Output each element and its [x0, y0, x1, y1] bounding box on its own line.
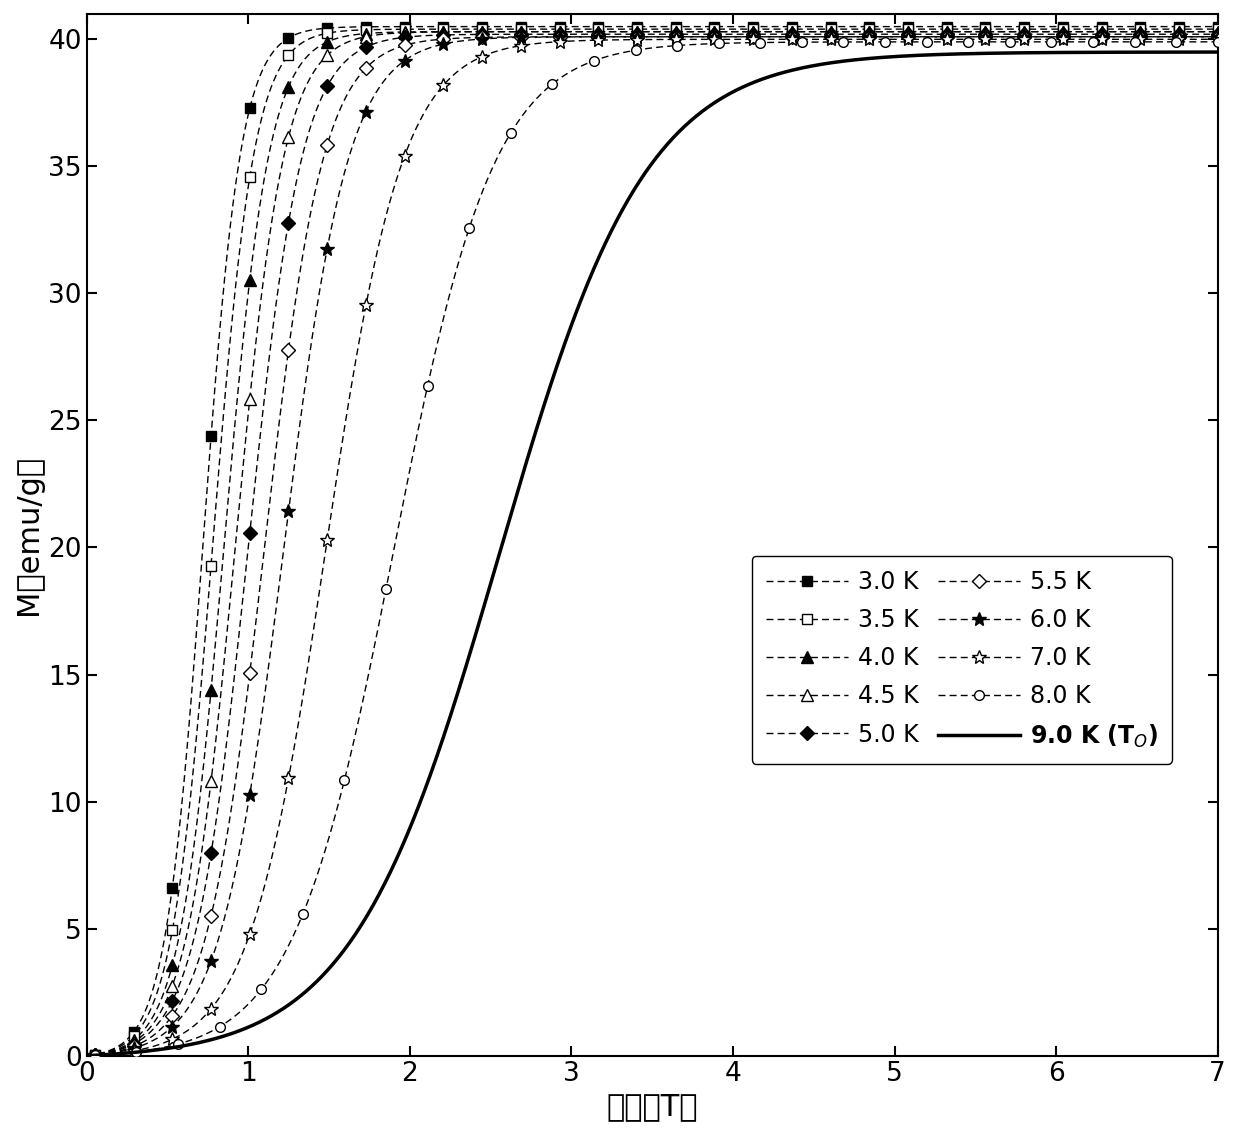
Y-axis label: M（emu/g）: M（emu/g）	[14, 455, 43, 615]
X-axis label: 磁场（T）: 磁场（T）	[606, 1092, 698, 1121]
Legend: 3.0 K, 3.5 K, 4.0 K, 4.5 K, 5.0 K, 5.5 K, 6.0 K, 7.0 K, 8.0 K, 9.0 K (T$_O$): 3.0 K, 3.5 K, 4.0 K, 4.5 K, 5.0 K, 5.5 K…	[751, 556, 1172, 764]
